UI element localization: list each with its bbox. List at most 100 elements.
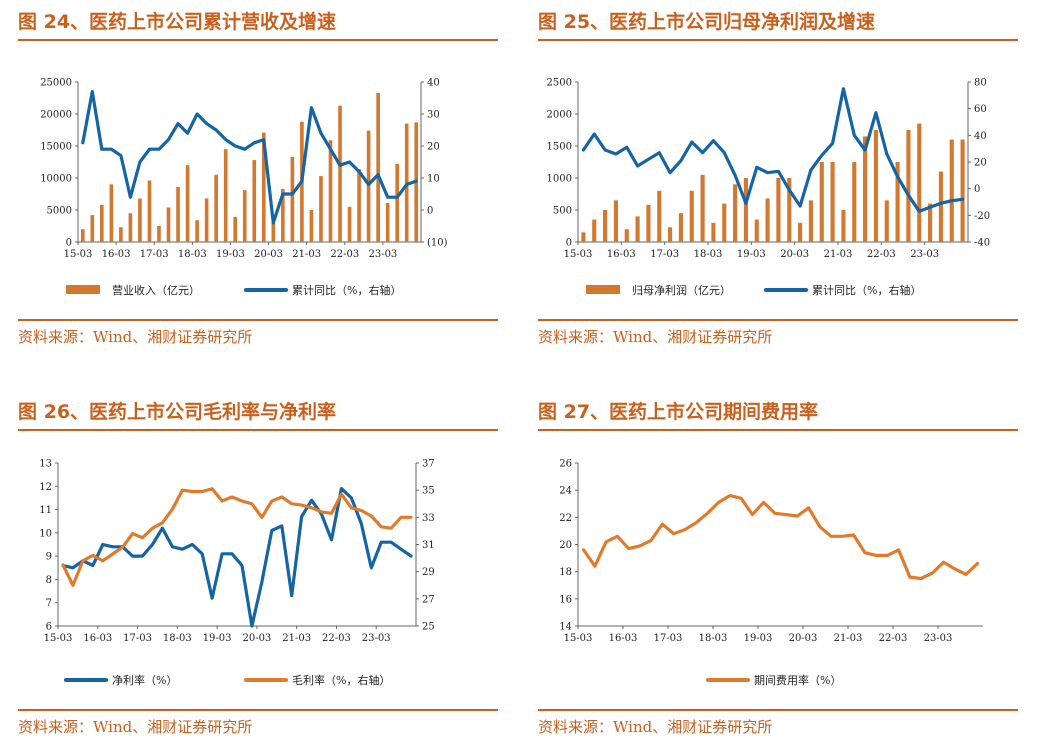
left-tick-label: 5000 xyxy=(47,206,72,217)
source-note: 资料来源：Wind、湘财证券研究所 xyxy=(538,718,773,736)
left-tick-label: 26 xyxy=(559,459,572,470)
legend-label: 归母净利润（亿元） xyxy=(632,283,731,297)
bar xyxy=(281,188,285,242)
x-tick-label: 17-03 xyxy=(123,633,152,644)
source-divider xyxy=(18,319,498,321)
right-tick-label: 80 xyxy=(974,78,987,89)
legend-label: 毛利率（%，右轴） xyxy=(292,673,390,687)
left-tick-label: 7 xyxy=(46,598,52,609)
source-note: 资料来源：Wind、湘财证券研究所 xyxy=(538,328,773,346)
bar xyxy=(700,174,705,242)
bar xyxy=(100,204,104,242)
right-tick-label: 27 xyxy=(422,594,435,605)
x-tick-label: 20-03 xyxy=(254,249,283,260)
source-divider xyxy=(538,319,1018,321)
bar xyxy=(242,190,247,242)
right-tick-label: 30 xyxy=(427,110,440,121)
source-divider xyxy=(18,709,498,711)
bar xyxy=(195,220,199,242)
bar xyxy=(357,169,361,242)
x-tick-label: 15-03 xyxy=(44,633,73,644)
left-tick-label: 25000 xyxy=(40,78,72,89)
left-tick-label: 14 xyxy=(559,622,572,633)
right-tick-label: 0 xyxy=(974,184,980,195)
bar xyxy=(787,178,792,242)
left-tick-label: 1500 xyxy=(547,142,572,153)
bar xyxy=(873,130,878,242)
left-tick-label: 6 xyxy=(46,622,52,633)
x-tick-label: 21-03 xyxy=(282,633,311,644)
right-tick-label: 37 xyxy=(422,459,435,470)
x-tick-label: 23-03 xyxy=(368,249,397,260)
bar xyxy=(176,186,180,242)
x-tick-label: 23-03 xyxy=(910,249,939,260)
left-tick-label: 500 xyxy=(553,206,572,217)
bar xyxy=(733,184,738,242)
left-tick-label: 10000 xyxy=(40,174,72,185)
series-line xyxy=(81,89,418,225)
bar xyxy=(319,176,323,242)
x-tick-label: 17-03 xyxy=(140,249,169,260)
bar xyxy=(119,227,123,242)
chart-title: 图 26、医药上市公司毛利率与净利率 xyxy=(18,401,337,423)
margin-chart: 6 7 8 9 10 11 12 13 25 27 29 31 33 35 37 15-03 16-03 17-0… xyxy=(39,459,435,688)
right-tick-label: 35 xyxy=(422,486,435,497)
bar xyxy=(214,174,218,242)
bar xyxy=(252,160,257,242)
legend-label: 净利率（%） xyxy=(112,673,177,687)
right-tick-label: 31 xyxy=(422,540,435,551)
x-tick-label: 21-03 xyxy=(824,249,853,260)
left-tick-label: 16 xyxy=(559,594,572,605)
title-divider xyxy=(538,429,1018,431)
x-tick-label: 16-03 xyxy=(83,633,112,644)
bar xyxy=(80,229,85,242)
left-tick-label: 2000 xyxy=(547,110,572,121)
bar xyxy=(271,222,276,242)
x-tick-label: 15-03 xyxy=(564,249,593,260)
bar xyxy=(603,210,608,242)
bar xyxy=(798,222,803,242)
left-tick-label: 13 xyxy=(39,459,52,470)
bar xyxy=(711,222,716,242)
left-tick-label: 11 xyxy=(39,505,52,516)
x-tick-label: 22-03 xyxy=(330,249,359,260)
bar xyxy=(646,204,651,242)
bar xyxy=(166,207,171,242)
series-line xyxy=(61,487,413,587)
left-tick-label: 10 xyxy=(39,528,52,539)
chart-panel-margins: 图 26、医药上市公司毛利率与净利率 6 7 8 9 10 11 12 13 25 27 29 31 3… xyxy=(18,398,498,738)
bar xyxy=(754,219,759,242)
x-tick-label: 22-03 xyxy=(867,249,896,260)
legend-label: 累计同比（%，右轴） xyxy=(292,283,401,297)
bar xyxy=(90,215,95,242)
bar xyxy=(960,139,965,242)
bar xyxy=(328,140,333,242)
bar xyxy=(109,184,114,242)
title-divider xyxy=(538,39,1018,41)
expense-ratio-chart: 14 16 18 20 22 24 26 15-03 16-03 17-03 18-03 19-03 2… xyxy=(559,459,983,687)
right-tick-label: 33 xyxy=(422,513,435,524)
right-tick-label: 60 xyxy=(974,104,987,115)
bar xyxy=(657,190,662,242)
left-tick-label: 9 xyxy=(46,552,52,563)
x-tick-label: 22-03 xyxy=(879,633,908,644)
bar xyxy=(819,162,824,242)
right-tick-label: (10) xyxy=(427,238,448,249)
bar xyxy=(841,210,846,242)
bar xyxy=(223,149,228,242)
bar xyxy=(689,190,694,242)
revenue-chart: 0 5000 10000 15000 20000 25000 (10) 0 10 20 30 40 15… xyxy=(40,78,448,298)
bar xyxy=(128,213,133,242)
left-tick-label: 22 xyxy=(559,513,572,524)
series-line xyxy=(581,493,979,581)
x-tick-label: 19-03 xyxy=(737,249,766,260)
bar xyxy=(906,130,911,242)
bar xyxy=(949,139,954,242)
right-tick-label: 25 xyxy=(422,622,435,633)
bar xyxy=(581,232,586,242)
x-tick-label: 19-03 xyxy=(216,249,245,260)
left-tick-label: 1000 xyxy=(547,174,572,185)
right-tick-label: 29 xyxy=(422,567,435,578)
chart-panel-net-profit: 图 25、医药上市公司归母净利润及增速 0 500 1000 1500 2000 2500… xyxy=(538,8,1018,348)
source-note: 资料来源：Wind、湘财证券研究所 xyxy=(18,328,253,346)
